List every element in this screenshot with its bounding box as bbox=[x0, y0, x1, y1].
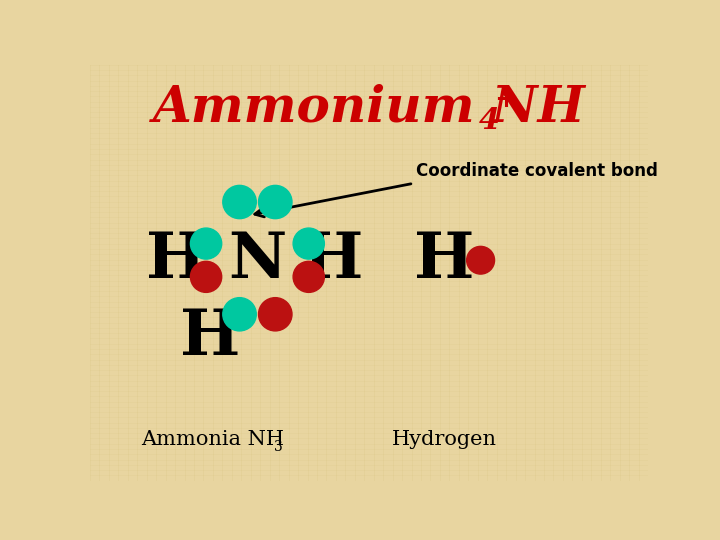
Ellipse shape bbox=[190, 261, 222, 292]
Text: H: H bbox=[180, 307, 240, 368]
Text: H: H bbox=[146, 230, 207, 291]
Text: N: N bbox=[228, 230, 287, 291]
Ellipse shape bbox=[293, 261, 324, 292]
Ellipse shape bbox=[258, 185, 292, 219]
Text: Coordinate covalent bond: Coordinate covalent bond bbox=[416, 162, 658, 180]
Ellipse shape bbox=[222, 298, 256, 331]
Ellipse shape bbox=[467, 246, 495, 274]
Ellipse shape bbox=[258, 298, 292, 331]
Text: Ammonium NH: Ammonium NH bbox=[153, 84, 585, 133]
Text: 3: 3 bbox=[274, 440, 283, 454]
Text: H: H bbox=[414, 230, 474, 291]
Text: Ammonia NH: Ammonia NH bbox=[141, 429, 284, 449]
Ellipse shape bbox=[190, 228, 222, 259]
Ellipse shape bbox=[293, 228, 324, 259]
Text: H: H bbox=[302, 230, 363, 291]
Ellipse shape bbox=[222, 185, 256, 219]
Text: 4: 4 bbox=[478, 106, 499, 134]
Text: Hydrogen: Hydrogen bbox=[392, 429, 497, 449]
Text: +: + bbox=[494, 86, 517, 113]
